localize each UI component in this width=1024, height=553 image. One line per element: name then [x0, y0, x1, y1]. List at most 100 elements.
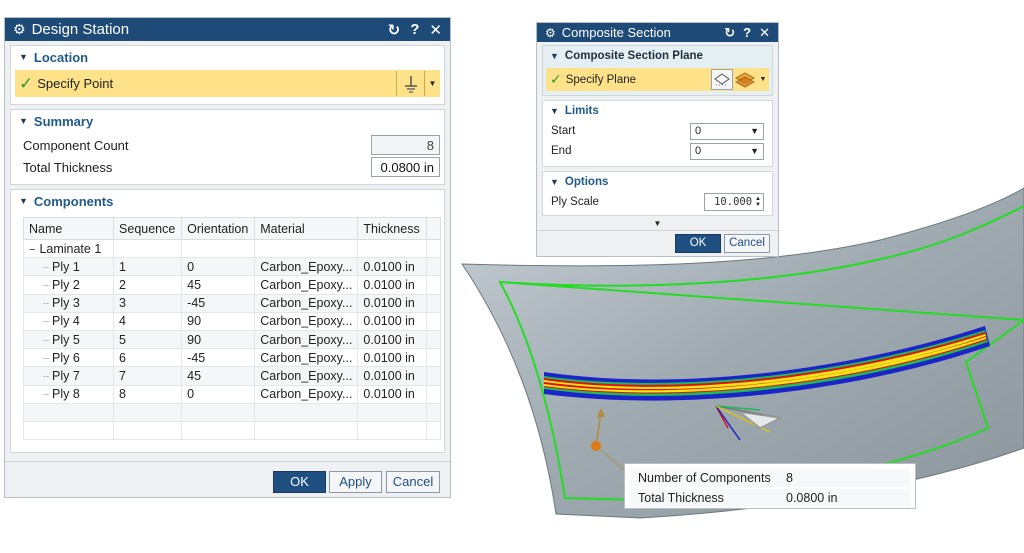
ok-button[interactable]: OK	[675, 234, 721, 253]
column-header-thickness[interactable]: Thickness	[357, 217, 428, 240]
cancel-button[interactable]: Cancel	[386, 471, 440, 493]
design-station-dialog: ⚙ Design Station ↻ ? ✕ ▼ Location ✓ Spec…	[4, 17, 451, 498]
ply-material-cell: Carbon_Epoxy...	[254, 257, 359, 277]
column-header-sequence[interactable]: Sequence	[113, 217, 183, 240]
table-row[interactable]: ┄ Ply 1 1 0 Carbon_Epoxy... 0.0100 in	[22, 257, 441, 277]
location-header[interactable]: ▼ Location	[19, 49, 89, 65]
ply-orientation-cell: 0	[181, 384, 256, 404]
table-row[interactable]: ┄ Ply 2 2 45 Carbon_Epoxy... 0.0100 in	[22, 275, 441, 295]
components-table: Name Sequence Orientation Material Thick…	[22, 217, 441, 441]
table-row[interactable]: ┄ Ply 7 7 45 Carbon_Epoxy... 0.0100 in	[22, 366, 441, 386]
table-row[interactable]: ┄ Ply 4 4 90 Carbon_Epoxy... 0.0100 in	[22, 311, 441, 331]
section-plane-section: ▼ Composite Section Plane ✓ Specify Plan…	[542, 45, 773, 96]
ply-sequence-cell: 5	[113, 329, 183, 350]
specify-point-label: Specify Point	[37, 76, 114, 91]
start-label: Start	[551, 125, 576, 137]
reset-icon[interactable]: ↻	[387, 21, 401, 39]
start-dropdown[interactable]: 0 ▼	[690, 122, 764, 140]
section-info-box: Number of Components 8 Total Thickness 0…	[624, 463, 916, 509]
chevron-down-icon: ▼	[750, 126, 759, 136]
gear-icon: ⚙	[545, 25, 556, 40]
datum-plane-icon	[735, 71, 755, 88]
ok-button[interactable]: OK	[273, 471, 326, 493]
total-thickness-label: Total Thickness	[23, 159, 113, 175]
end-dropdown[interactable]: 0 ▼	[690, 142, 764, 160]
component-count-field: 8	[371, 135, 440, 155]
tree-collapse-icon[interactable]: −	[29, 243, 36, 256]
ply-scale-stepper[interactable]: 10.000 ▲ ▼	[704, 193, 764, 211]
plane-dialog-button[interactable]	[711, 69, 733, 90]
ply-material-cell: Carbon_Epoxy...	[254, 348, 359, 368]
ply-sequence-cell: 2	[113, 275, 183, 295]
ply-scale-label: Ply Scale	[551, 196, 599, 208]
close-icon[interactable]: ✕	[429, 21, 442, 39]
cancel-button[interactable]: Cancel	[724, 234, 770, 253]
section-plane-header[interactable]: ▼ Composite Section Plane	[550, 50, 703, 62]
info-row-thickness: Total Thickness 0.0800 in	[630, 489, 910, 507]
specified-point-marker	[591, 408, 625, 471]
stepper-arrows-icon[interactable]: ▲ ▼	[755, 196, 761, 208]
help-icon[interactable]: ?	[743, 25, 752, 40]
specify-plane-row[interactable]: ✓ Specify Plane ▼	[546, 68, 769, 91]
column-header-material[interactable]: Material	[254, 217, 359, 240]
summary-header[interactable]: ▼ Summary	[19, 113, 94, 129]
ply-sequence-cell: 8	[113, 384, 183, 404]
column-header-name[interactable]: Name	[22, 217, 115, 240]
table-row[interactable]: ┄ Ply 5 5 90 Carbon_Epoxy... 0.0100 in	[22, 329, 441, 350]
limits-section: ▼ Limits Start 0 ▼ End 0 ▼	[542, 100, 773, 167]
ply-name: Ply 4	[52, 314, 80, 329]
ply-orientation-cell: -45	[181, 348, 256, 368]
ply-material-cell: Carbon_Epoxy...	[254, 329, 359, 350]
composite-section-titlebar[interactable]: ⚙ Composite Section ↻ ? ✕	[537, 23, 778, 42]
more-options-arrow-icon[interactable]: ▼	[653, 219, 662, 228]
total-thickness-value: 0.0800 in	[786, 491, 838, 505]
number-of-components-label: Number of Components	[638, 471, 771, 485]
ply-orientation-cell: 45	[181, 275, 256, 295]
tree-branch-icon: ┄	[43, 262, 50, 274]
components-section: ▼ Components Name Sequence Orientation M…	[10, 189, 445, 453]
apply-button[interactable]: Apply	[329, 471, 382, 493]
ply-orientation-cell: -45	[181, 293, 256, 313]
point-dialog-button[interactable]	[396, 71, 424, 96]
options-header[interactable]: ▼ Options	[550, 176, 609, 188]
ply-name-cell: ┄ Ply 2	[22, 275, 115, 295]
ply-name: Ply 7	[52, 368, 80, 383]
specify-plane-label: Specify Plane	[565, 73, 637, 86]
help-icon[interactable]: ?	[410, 21, 420, 38]
close-icon[interactable]: ✕	[759, 24, 770, 40]
collapse-arrow-icon: ▼	[19, 116, 28, 126]
ply-stack	[544, 326, 990, 401]
column-header-orientation[interactable]: Orientation	[181, 217, 256, 240]
laminate-name-cell: − Laminate 1	[22, 238, 115, 259]
ply-orientation-cell: 0	[181, 257, 256, 277]
plane-icon	[714, 72, 730, 85]
ply-sequence-cell: 7	[113, 366, 183, 386]
design-station-titlebar[interactable]: ⚙ Design Station ↻ ? ✕	[5, 18, 450, 41]
number-of-components-value: 8	[786, 471, 793, 485]
chevron-down-icon: ▼	[750, 146, 759, 156]
table-row[interactable]: ┄ Ply 3 3 -45 Carbon_Epoxy... 0.0100 in	[22, 293, 441, 313]
gear-icon: ⚙	[13, 21, 26, 37]
plane-type-dropdown[interactable]: ▼	[759, 76, 767, 83]
specify-point-row[interactable]: ✓ Specify Point ▼	[15, 70, 440, 97]
ply-name-cell: ┄ Ply 4	[22, 311, 115, 331]
components-header[interactable]: ▼ Components	[19, 193, 114, 209]
ply-thickness-cell: 0.0100 in	[357, 329, 428, 350]
ply-scale-value: 10.000	[714, 196, 753, 208]
laminate-row[interactable]: − Laminate 1	[22, 238, 441, 259]
tree-branch-icon: ┄	[43, 317, 50, 329]
end-label: End	[551, 145, 572, 157]
limits-header[interactable]: ▼ Limits	[550, 105, 599, 117]
ply-name: Ply 2	[52, 277, 80, 292]
laminate-name: Laminate 1	[39, 241, 102, 256]
reset-icon[interactable]: ↻	[724, 24, 736, 40]
ply-orientation-cell: 90	[181, 311, 256, 331]
table-row[interactable]: ┄ Ply 8 8 0 Carbon_Epoxy... 0.0100 in	[22, 384, 441, 404]
point-type-dropdown[interactable]: ▼	[424, 71, 440, 96]
empty-row	[22, 402, 441, 422]
plane-type-button[interactable]	[733, 69, 757, 90]
column-header-spacer	[426, 217, 441, 240]
button-bar: OK Apply Cancel	[5, 461, 450, 497]
table-row[interactable]: ┄ Ply 6 6 -45 Carbon_Epoxy... 0.0100 in	[22, 348, 441, 368]
